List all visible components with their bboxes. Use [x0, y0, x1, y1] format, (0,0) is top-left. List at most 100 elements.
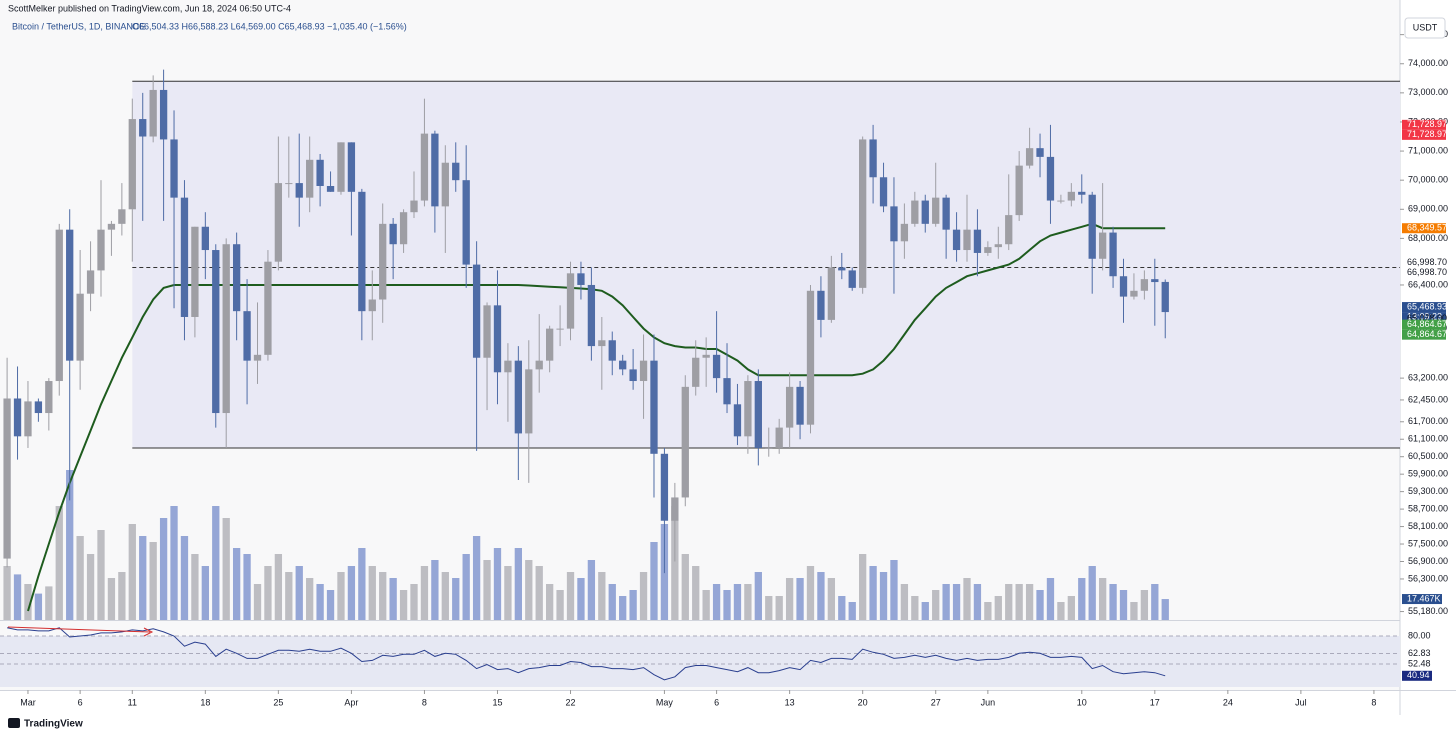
- candle-body: [577, 273, 585, 285]
- y-tick-label: 62,450.00: [1408, 394, 1448, 404]
- volume-bar: [859, 554, 867, 620]
- volume-label-bg: [1402, 594, 1442, 605]
- candle-body: [222, 244, 230, 414]
- volume-bar: [963, 578, 971, 620]
- candle-body: [1036, 148, 1044, 157]
- candle-body: [149, 89, 157, 137]
- price-label-bg: [1402, 319, 1446, 330]
- y-tick-label: 56,300.00: [1408, 573, 1448, 583]
- volume-bar: [629, 590, 637, 620]
- x-tick-label: 24: [1223, 697, 1233, 707]
- candle-body: [462, 180, 470, 265]
- volume-bar: [379, 572, 387, 620]
- volume-bar: [472, 536, 481, 620]
- price-label-bg: [1402, 223, 1446, 234]
- volume-bar: [1161, 599, 1169, 620]
- volume-bar: [1046, 578, 1055, 620]
- volume-bar: [326, 590, 335, 620]
- candle-body: [984, 247, 992, 253]
- volume-bar: [243, 554, 251, 620]
- candle-body: [24, 401, 32, 437]
- volume-bar: [587, 560, 596, 620]
- y-tick-label: 74,000.00: [1408, 58, 1448, 68]
- volume-bar: [577, 578, 585, 620]
- volume-bar: [723, 590, 731, 620]
- y-tick-label: 55,180.00: [1408, 606, 1448, 616]
- rsi-label-bg: [1402, 670, 1432, 681]
- volume-bar: [222, 518, 230, 620]
- volume-bar: [358, 548, 366, 620]
- candle-body: [921, 200, 929, 224]
- candle-body: [639, 360, 648, 382]
- volume-bar: [306, 578, 314, 620]
- volume-bar: [911, 596, 919, 620]
- candle-body: [3, 398, 11, 559]
- volume-bar: [76, 536, 84, 620]
- volume-bar: [890, 560, 898, 620]
- candle-body: [1005, 215, 1013, 245]
- volume-bar: [556, 590, 564, 620]
- volume-bar: [139, 536, 147, 620]
- candle-body: [608, 340, 616, 361]
- candle-body: [744, 381, 752, 437]
- candle-body: [1130, 290, 1138, 297]
- candle-body: [389, 223, 397, 245]
- candle-body: [159, 89, 168, 140]
- volume-bar: [796, 578, 804, 620]
- candle-body: [1098, 232, 1107, 259]
- volume-bar: [806, 566, 815, 620]
- volume-bar: [34, 593, 43, 620]
- candle-body: [368, 299, 376, 312]
- candle-body: [253, 354, 262, 361]
- volume-bar: [817, 572, 825, 620]
- candle-body: [712, 354, 721, 379]
- candle-body: [274, 183, 283, 262]
- volume-bar: [1025, 584, 1034, 620]
- y-tick-label: 61,100.00: [1408, 434, 1448, 444]
- candle-body: [827, 267, 836, 320]
- candle-body: [337, 142, 345, 192]
- candle-body: [86, 270, 95, 294]
- volume-bar: [45, 586, 53, 620]
- volume-bar: [368, 566, 376, 620]
- price-label: 66,998.70: [1407, 257, 1447, 267]
- candle-body: [66, 229, 74, 361]
- price-label: 64,864.67: [1407, 319, 1447, 329]
- volume-bar: [1015, 584, 1023, 620]
- y-tick-label: 59,300.00: [1408, 486, 1448, 496]
- volume-bar: [24, 584, 32, 620]
- candle-body: [1025, 148, 1034, 166]
- y-tick-label: 66,400.00: [1408, 279, 1448, 289]
- volume-bar: [347, 566, 356, 620]
- currency-box[interactable]: [1404, 17, 1446, 39]
- candle-body: [34, 401, 43, 414]
- price-label: 71,728.97: [1407, 129, 1447, 139]
- volume-bar: [504, 566, 512, 620]
- candle-body: [264, 261, 272, 355]
- x-tick-label: 18: [200, 697, 210, 707]
- candle-body: [817, 290, 825, 320]
- candle-body: [285, 183, 293, 185]
- candle-body: [1088, 194, 1096, 259]
- candle-body: [306, 159, 314, 198]
- price-label: 65,468.93: [1407, 301, 1447, 311]
- volume-bar: [316, 584, 324, 620]
- x-tick-label: 10: [1077, 697, 1087, 707]
- volume-bar: [1109, 584, 1117, 620]
- volume-bar: [285, 572, 293, 620]
- volume-bar: [66, 470, 74, 620]
- volume-bar: [1088, 566, 1096, 620]
- x-tick-label: 8: [422, 697, 427, 707]
- volume-bar: [1005, 584, 1013, 620]
- x-tick-label: 17: [1150, 697, 1160, 707]
- y-tick-label: 70,000.00: [1408, 175, 1448, 185]
- candle-body: [212, 250, 220, 414]
- y-tick-label: 68,000.00: [1408, 233, 1448, 243]
- volume-bar: [399, 590, 408, 620]
- candle-body: [472, 264, 481, 358]
- x-tick-label: 15: [492, 697, 502, 707]
- volume-bar: [650, 542, 658, 620]
- candle-body: [952, 229, 961, 251]
- volume-bar: [535, 566, 543, 620]
- candle-body: [180, 197, 189, 317]
